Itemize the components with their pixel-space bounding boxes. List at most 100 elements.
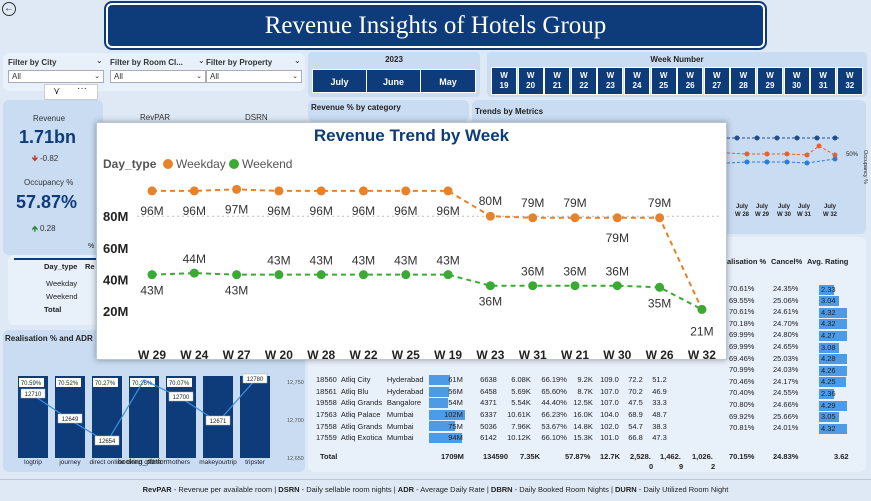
week-button-23[interactable]: W 23 — [597, 67, 624, 95]
data-label-weekend: 36M — [479, 295, 502, 309]
data-point-weekend[interactable] — [401, 270, 411, 280]
week-button-21[interactable]: W 21 — [544, 67, 571, 95]
table-cell: Atliq Grands — [340, 398, 383, 408]
realisation-label-bg — [56, 378, 81, 387]
data-label-weekday: 96M — [352, 204, 375, 218]
table-cell: 75M — [428, 420, 465, 432]
filter-dropdown[interactable]: All ⌄ — [110, 70, 206, 83]
filter-1: Filter by Room Cl... All ⌄ — [110, 58, 206, 83]
occupancy-label: Occupancy % — [24, 178, 74, 187]
back-icon[interactable]: ← — [2, 2, 16, 16]
table-row[interactable]: 18561 Atliq Blu Hyderabad 56M 6458 5.69K 65.60… — [314, 386, 669, 398]
data-label-weekend: 43M — [310, 254, 333, 268]
data-point-weekday[interactable] — [359, 186, 368, 196]
week-button-24[interactable]: W 24 — [624, 67, 650, 95]
data-point-weekend[interactable] — [189, 268, 199, 278]
more-options-icon[interactable]: ··· — [77, 83, 87, 94]
table-cell: 66.23% — [541, 410, 567, 420]
chevron-down-icon[interactable]: ⌄ — [198, 56, 205, 65]
platform-label: direct online — [89, 459, 124, 466]
data-point-weekend[interactable] — [655, 282, 665, 292]
week-number: 21 — [552, 81, 562, 90]
table-cell: 6638 — [480, 375, 497, 385]
platform-bar[interactable] — [166, 376, 196, 458]
platform-bar[interactable] — [240, 376, 270, 458]
data-point-weekday[interactable] — [316, 186, 326, 196]
table-row[interactable]: 17559 Atliq Exotica Mumbai 94M 6142 10.12K 66.… — [314, 432, 669, 444]
chevron-down-icon: ⌄ — [292, 73, 298, 80]
adr-label: 12780 — [247, 377, 264, 383]
table-row[interactable]: 18560 Atliq City Hyderabad 61M 6638 6.08K 66.1… — [314, 374, 669, 386]
data-point-weekday[interactable] — [443, 186, 453, 196]
week-button-20[interactable]: W 20 — [517, 67, 544, 95]
data-point-weekend[interactable] — [359, 270, 368, 280]
x-tick-label: W 27 — [223, 348, 251, 361]
platform-bar[interactable] — [92, 376, 122, 458]
week-button-19[interactable]: W 19 — [491, 67, 517, 95]
filter-dropdown[interactable]: All ⌄ — [8, 70, 104, 83]
table-row[interactable]: 17558 Atliq Grands Mumbai 75M 5036 7.96K 53.67… — [314, 420, 669, 432]
table-cell: 66.10% — [541, 433, 567, 443]
data-point-weekend[interactable] — [147, 270, 157, 280]
legend-weekend[interactable]: Weekend — [229, 157, 292, 171]
week-button-28[interactable]: W 28 — [730, 67, 757, 95]
kpi-header-strip — [103, 103, 303, 123]
data-point-weekday[interactable] — [655, 213, 665, 223]
week-button-32[interactable]: W 32 — [836, 67, 863, 95]
week-button-25[interactable]: W 25 — [650, 67, 677, 95]
trend-x-label: July W 29 — [755, 204, 770, 218]
total-cell: 12.7K — [600, 452, 621, 461]
table-row[interactable]: 17563 Atliq Palace Mumbai 102M 6337 10.61K 66.… — [314, 409, 669, 421]
week-number: 22 — [579, 81, 589, 90]
data-point-weekday[interactable] — [401, 186, 411, 196]
revenue-bar — [428, 386, 449, 397]
platform-bar[interactable] — [129, 376, 159, 458]
week-button-22[interactable]: W 22 — [570, 67, 597, 95]
legend-weekday[interactable]: Weekday — [163, 157, 226, 171]
platform-bar[interactable] — [18, 376, 48, 458]
data-point-weekday[interactable] — [570, 213, 580, 223]
data-point-weekday[interactable] — [232, 184, 242, 194]
data-point-weekend[interactable] — [443, 270, 453, 280]
chevron-down-icon[interactable]: ⌄ — [294, 56, 301, 65]
month-june-button[interactable]: June — [366, 69, 421, 93]
week-button-31[interactable]: W 31 — [810, 67, 837, 95]
data-point-weekday[interactable] — [612, 213, 622, 223]
week-button-27[interactable]: W 27 — [703, 67, 730, 95]
data-point-weekday[interactable] — [274, 186, 284, 196]
chevron-down-icon[interactable]: ⌄ — [96, 56, 103, 65]
data-point-weekend[interactable] — [274, 270, 284, 280]
right-total-cell: 70.15% — [729, 452, 755, 461]
table-cell: 66.19% — [541, 375, 567, 385]
x-tick-label: W 28 — [307, 348, 335, 361]
table-cell: 66.8 — [628, 433, 643, 443]
week-button-30[interactable]: W 30 — [783, 67, 810, 95]
table-cell: 54M — [428, 397, 465, 409]
data-point-weekend[interactable] — [697, 304, 707, 314]
week-button-29[interactable]: W 29 — [757, 67, 783, 95]
week-prefix: W — [686, 71, 694, 80]
month-july-button[interactable]: July — [312, 69, 367, 93]
data-point-weekday[interactable] — [528, 213, 538, 223]
month-may-button[interactable]: May — [420, 69, 476, 93]
year-label: 2023 — [385, 55, 403, 64]
data-point-weekday[interactable] — [147, 186, 157, 196]
data-point-weekday[interactable] — [485, 211, 495, 221]
data-point-weekend[interactable] — [232, 270, 242, 280]
rating-bar: 4.28 — [819, 354, 847, 365]
table-cell: 14.8K — [573, 421, 593, 431]
filter-dropdown[interactable]: All ⌄ — [206, 70, 302, 83]
table-cell: 101.0 — [600, 433, 619, 443]
data-label-weekday: 97M — [225, 202, 248, 216]
filter-icon[interactable]: ⋎ — [53, 86, 61, 97]
week-button-26[interactable]: W 26 — [677, 67, 704, 95]
data-point-weekend[interactable] — [612, 281, 622, 291]
data-point-weekend[interactable] — [485, 281, 495, 291]
table-cell: 8.7K — [577, 386, 593, 396]
table-row[interactable]: 19558 Atliq Grands Bangalore 54M 4371 5.54K 44… — [314, 397, 669, 409]
data-point-weekend[interactable] — [570, 281, 580, 291]
data-point-weekday[interactable] — [189, 186, 199, 196]
data-point-weekend[interactable] — [528, 281, 538, 291]
data-point-weekend[interactable] — [316, 270, 326, 280]
table-cell: 10.61K — [507, 410, 531, 420]
